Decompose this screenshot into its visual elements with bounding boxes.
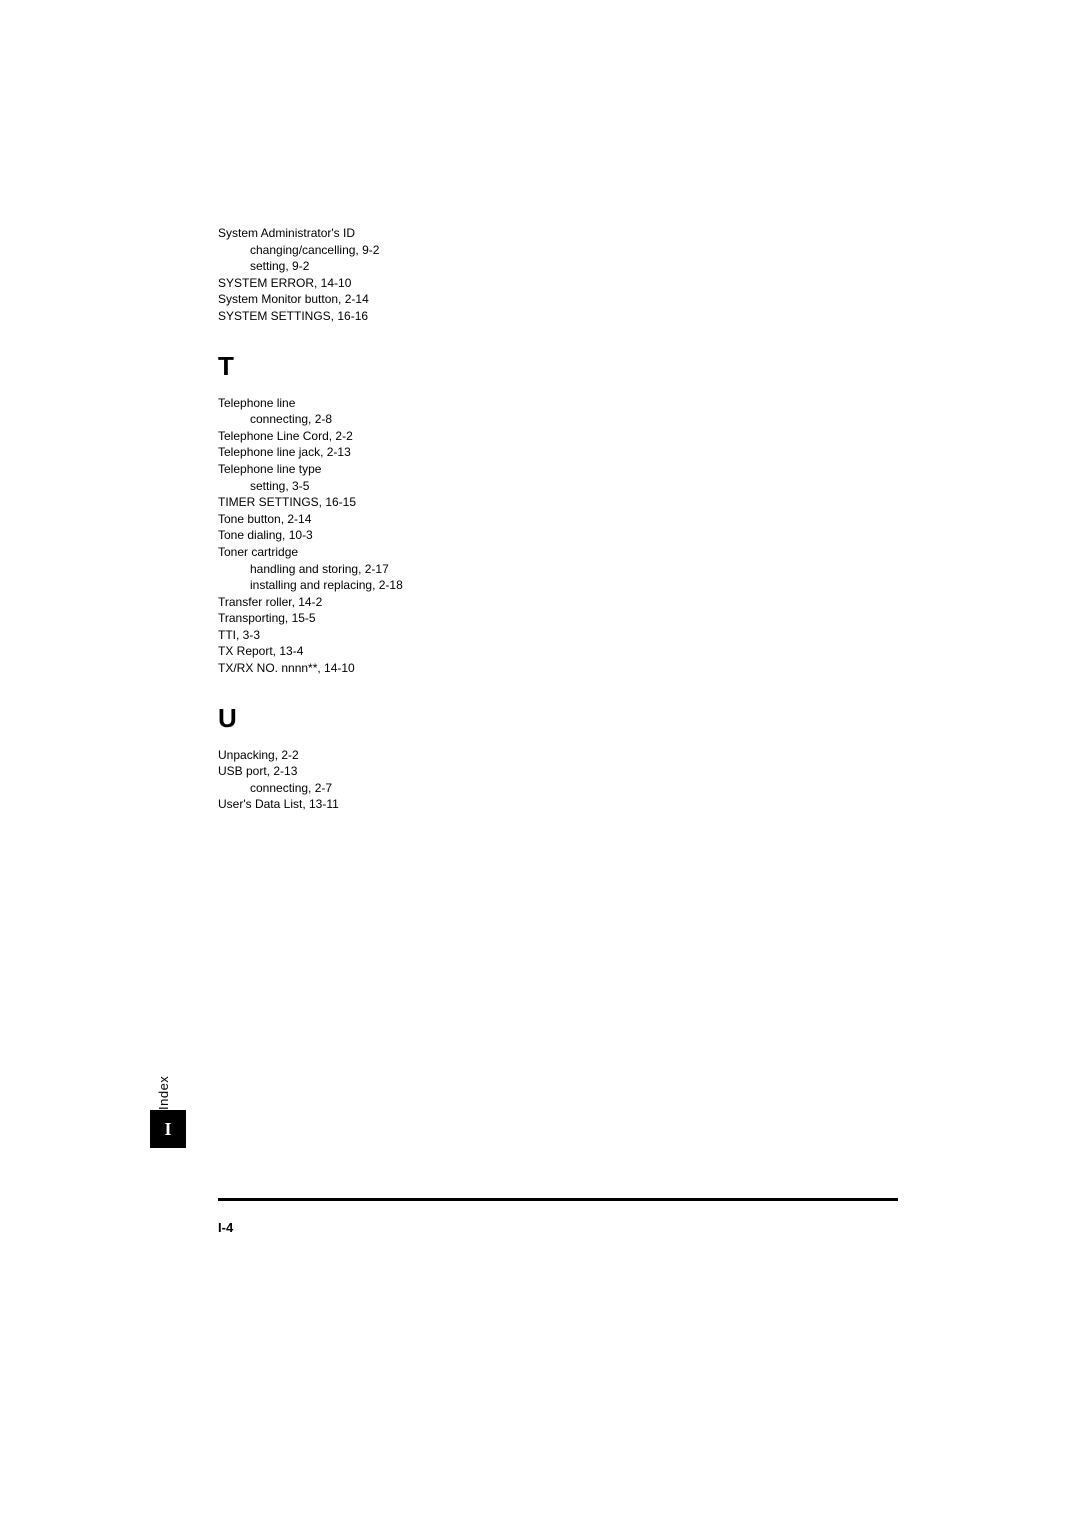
- index-entry: TX/RX NO. nnnn**, 14-10: [218, 661, 898, 677]
- index-entry: System Monitor button, 2-14: [218, 292, 898, 308]
- side-tab-label: Index: [156, 1076, 171, 1110]
- index-sub-entry: connecting, 2-7: [250, 781, 898, 797]
- index-entry: Toner cartridge: [218, 545, 898, 561]
- index-entry: Unpacking, 2-2: [218, 748, 898, 764]
- index-entry: Transfer roller, 14-2: [218, 595, 898, 611]
- index-sub-entry: handling and storing, 2-17: [250, 562, 898, 578]
- section-header-u: U: [218, 703, 898, 734]
- index-sub-entry: setting, 9-2: [250, 259, 898, 275]
- index-entry: TX Report, 13-4: [218, 644, 898, 660]
- page-number: I-4: [218, 1220, 233, 1235]
- pre-section-entries: System Administrator's ID changing/cance…: [218, 226, 898, 325]
- index-entry: User's Data List, 13-11: [218, 797, 898, 813]
- index-entry: Tone dialing, 10-3: [218, 528, 898, 544]
- index-entry: TIMER SETTINGS, 16-15: [218, 495, 898, 511]
- section-t-entries: Telephone line connecting, 2-8 Telephone…: [218, 396, 898, 677]
- index-entry: Tone button, 2-14: [218, 512, 898, 528]
- index-entry: TTI, 3-3: [218, 628, 898, 644]
- side-tab: Index I: [150, 1080, 186, 1148]
- index-entry: Telephone line jack, 2-13: [218, 445, 898, 461]
- section-header-t: T: [218, 351, 898, 382]
- index-entry: Transporting, 15-5: [218, 611, 898, 627]
- index-entry: Telephone line type: [218, 462, 898, 478]
- index-entry: SYSTEM ERROR, 14-10: [218, 276, 898, 292]
- footer-rule: [218, 1198, 898, 1201]
- index-entry: USB port, 2-13: [218, 764, 898, 780]
- side-tab-letter: I: [150, 1110, 186, 1148]
- index-entry: SYSTEM SETTINGS, 16-16: [218, 309, 898, 325]
- section-u-entries: Unpacking, 2-2 USB port, 2-13 connecting…: [218, 748, 898, 813]
- index-entry: Telephone Line Cord, 2-2: [218, 429, 898, 445]
- index-sub-entry: connecting, 2-8: [250, 412, 898, 428]
- index-entry: Telephone line: [218, 396, 898, 412]
- index-sub-entry: installing and replacing, 2-18: [250, 578, 898, 594]
- index-entry: System Administrator's ID: [218, 226, 898, 242]
- index-sub-entry: changing/cancelling, 9-2: [250, 243, 898, 259]
- index-content: System Administrator's ID changing/cance…: [218, 226, 898, 814]
- index-sub-entry: setting, 3-5: [250, 479, 898, 495]
